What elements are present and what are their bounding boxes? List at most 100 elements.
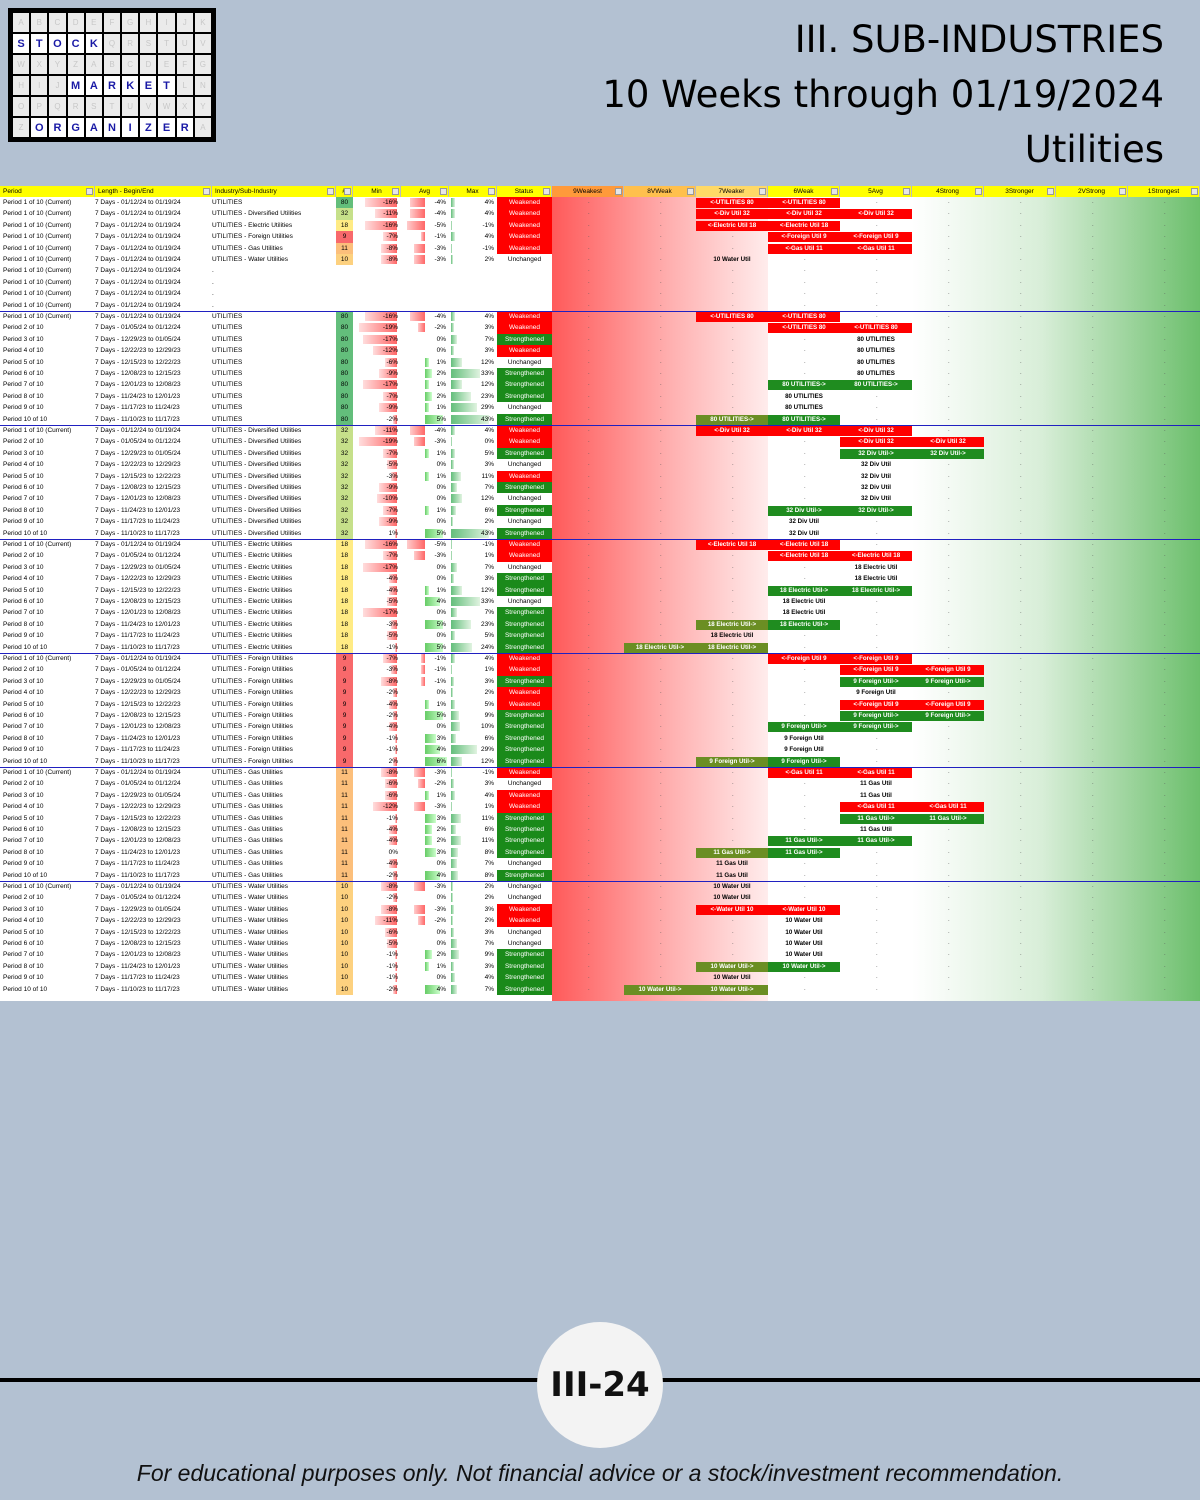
rank-marker: 18 Electric Util-> [768,585,840,596]
filter-dropdown-icon[interactable] [392,188,399,195]
filter-dropdown-icon[interactable] [1119,188,1126,195]
column-header[interactable]: 4Strong [912,186,984,197]
value-text: -6% [386,928,398,936]
empty-cell-dot: . [732,563,734,570]
column-header[interactable]: Status [497,186,552,197]
filter-dropdown-icon[interactable] [615,188,622,195]
data-bar [451,973,455,983]
min-cell: -9% [353,402,401,413]
empty-cell-dot: . [1164,290,1166,297]
logo-filler-letter: G [194,55,211,74]
filter-dropdown-icon[interactable] [327,188,334,195]
group-separator [0,539,1200,540]
empty-cell-dot: . [588,655,590,661]
value-text: -4% [386,826,398,833]
period-cell: Period 10 of 10 [3,871,48,879]
value-text: 43% [480,415,494,423]
data-bar [381,882,397,891]
count-cell: 80 [336,356,353,368]
avg-cell: 0% [401,493,449,504]
filter-dropdown-icon[interactable] [687,188,694,195]
empty-cell-dot: . [948,301,950,308]
value-text: -17% [382,609,398,617]
empty-cell-dot: . [804,278,806,285]
empty-cell-dot: . [876,301,878,308]
length-cell: 7 Days - 12/01/23 to 12/08/23 [95,609,181,617]
empty-cell-dot: . [1020,586,1022,593]
min-cell: -8% [353,676,401,687]
column-header[interactable]: 9Weakest [552,186,624,197]
filter-dropdown-icon[interactable] [488,188,495,195]
empty-cell-dot: . [588,951,590,958]
value-text: 5% [436,529,446,537]
filter-dropdown-icon[interactable] [86,188,93,195]
filter-dropdown-icon[interactable] [344,188,351,195]
empty-cell-dot: . [948,221,950,228]
avg-cell [401,288,449,299]
value-text: 0% [436,484,446,491]
rank-marker: 80 UTILITIES [857,358,895,366]
empty-cell-dot: . [660,392,662,399]
column-header[interactable]: 3Stronger [984,186,1056,197]
avg-cell: -5% [401,220,449,231]
status-badge: Unchanged [507,894,542,902]
empty-cell-dot: . [1092,518,1094,525]
data-bar [425,391,433,401]
column-header[interactable]: Min [353,186,401,197]
filter-dropdown-icon[interactable] [975,188,982,195]
data-bar [451,483,458,492]
data-bar [451,471,461,481]
logo-filler-letter: Z [67,55,84,74]
column-header[interactable]: Max [449,186,497,197]
empty-cell-dot: . [1092,700,1094,707]
rank-marker: 11 Gas Util [716,871,748,879]
period-cell: Period 8 of 10 [3,392,44,400]
filter-dropdown-icon[interactable] [543,188,550,195]
data-bar [451,882,453,891]
column-header[interactable]: 2VStrong [1056,186,1128,197]
max-cell: 4% [449,197,497,208]
filter-dropdown-icon[interactable] [903,188,910,195]
filter-dropdown-icon[interactable] [831,188,838,195]
column-header[interactable]: Industry/Sub-Industry [212,186,336,197]
industry-cell: UTILITIES - Diversified Utilities [212,427,302,434]
period-cell: Period 9 of 10 [3,860,44,868]
column-header[interactable]: 8VWeak [624,186,696,197]
filter-dropdown-icon[interactable] [203,188,210,195]
empty-cell-dot: . [660,221,662,228]
status-badge: Strengthened [497,732,552,745]
status-badge: Weakened [497,789,552,802]
empty-cell-dot: . [588,643,590,650]
value-text: -4% [434,313,446,320]
empty-cell-dot: . [1164,495,1166,502]
filter-dropdown-icon[interactable] [1047,188,1054,195]
column-header[interactable]: 5Avg [840,186,912,197]
column-header[interactable]: Length - Begin/End [95,186,212,197]
column-header[interactable]: 6Weak [768,186,840,197]
filter-dropdown-icon[interactable] [440,188,447,195]
column-header[interactable]: Period [0,186,95,197]
max-cell: 5% [449,630,497,641]
filter-dropdown-icon[interactable] [759,188,766,195]
rank-marker: <-Gas Util 11 [768,768,840,778]
column-header[interactable]: Avg [401,186,449,197]
max-cell: 0% [449,436,497,447]
table-row: Period 1 of 10 (Current) 7 Days - 01/12/2… [0,881,1200,893]
filter-dropdown-icon[interactable] [1191,188,1198,195]
column-header[interactable]: 7Weaker [696,186,768,197]
column-header[interactable]: 1Strongest [1128,186,1200,197]
empty-cell-dot: . [660,358,662,365]
rank-marker: <-Water Util 10 [768,904,840,915]
empty-cell-dot: . [1164,541,1166,547]
data-bar [451,927,454,937]
status-badge: Strengthened [497,482,552,494]
empty-cell-dot: . [1164,244,1166,251]
empty-cell-dot: . [588,803,590,810]
column-header[interactable]: # [336,186,353,197]
empty-cell-dot: . [1164,506,1166,513]
min-cell: -1% [353,949,401,960]
table-row: Period 6 of 10 7 Days - 12/08/23 to 12/15… [0,482,1200,494]
title-line-1: III. SUB-INDUSTRIES [794,18,1164,61]
empty-cell-dot: . [1092,974,1094,981]
rank-marker: 80 UTILITIES-> [840,380,912,391]
